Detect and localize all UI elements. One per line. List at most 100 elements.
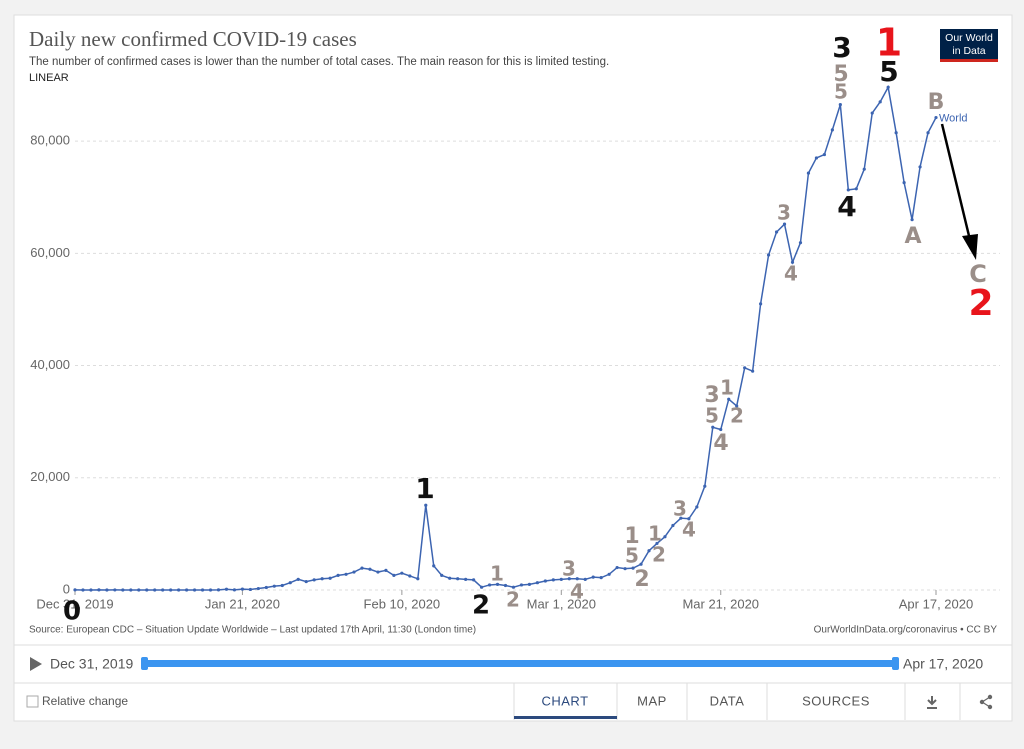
timeline-handle[interactable] xyxy=(892,657,899,670)
data-point xyxy=(774,230,779,234)
data-point xyxy=(440,573,444,578)
data-point xyxy=(830,128,834,132)
arrow-head xyxy=(962,234,978,260)
data-point xyxy=(567,577,571,581)
data-point xyxy=(448,576,452,580)
data-point xyxy=(240,587,245,591)
data-point xyxy=(790,260,795,264)
annotation: 2 xyxy=(634,567,649,592)
data-point xyxy=(464,577,468,581)
data-point xyxy=(432,564,436,568)
share-button[interactable] xyxy=(979,694,993,710)
annotation: 1 xyxy=(624,524,639,549)
data-point xyxy=(623,567,627,571)
annotation: 1 xyxy=(648,522,662,546)
data-point xyxy=(264,585,268,590)
active-tab-underline xyxy=(514,716,617,719)
annotation: 3 xyxy=(673,497,687,521)
data-point xyxy=(575,577,579,581)
data-point xyxy=(153,588,157,592)
scale-label[interactable]: LINEAR xyxy=(29,72,69,84)
data-point xyxy=(735,404,739,408)
data-point xyxy=(288,581,292,585)
download-button[interactable] xyxy=(927,696,937,709)
tab[interactable]: SOURCES xyxy=(802,693,870,708)
data-point xyxy=(535,581,539,585)
data-point xyxy=(328,576,332,580)
data-point xyxy=(647,549,651,553)
data-point xyxy=(551,578,555,582)
data-point xyxy=(814,156,819,160)
data-point xyxy=(177,588,181,592)
data-point xyxy=(376,570,380,574)
data-point xyxy=(591,575,595,579)
timeline-handle[interactable] xyxy=(141,657,148,670)
card xyxy=(13,14,1013,722)
data-point xyxy=(631,566,635,570)
play-button[interactable] xyxy=(30,657,42,671)
checkbox-label[interactable]: Relative change xyxy=(42,694,128,708)
data-point xyxy=(727,397,731,401)
data-point xyxy=(224,587,229,591)
data-point xyxy=(487,583,492,587)
data-point xyxy=(216,588,221,592)
data-point xyxy=(878,100,882,104)
data-point xyxy=(679,516,683,520)
series-label: World xyxy=(939,112,968,124)
x-tick-label: Jan 21, 2020 xyxy=(205,596,280,611)
data-point xyxy=(137,588,141,592)
annotation: 4 xyxy=(784,262,798,286)
data-point xyxy=(232,588,237,592)
data-point xyxy=(121,588,125,592)
y-tick-label: 60,000 xyxy=(30,245,70,260)
logo-text: Our World xyxy=(945,32,993,44)
tab[interactable]: CHART xyxy=(541,693,588,708)
data-point xyxy=(185,588,189,592)
data-point xyxy=(145,588,149,592)
data-point xyxy=(392,573,396,578)
plot: 0 20,000 40,000 60,000 80,000 Dec 31, 2019 Jan… xyxy=(30,21,1000,627)
data-point xyxy=(479,585,484,589)
annotation: B xyxy=(928,90,945,115)
data-point xyxy=(73,588,77,592)
data-point xyxy=(902,181,906,185)
y-tick-label: 40,000 xyxy=(30,357,70,372)
data-point xyxy=(336,573,340,578)
data-point xyxy=(926,131,930,135)
chart-subtitle: The number of confirmed cases is lower t… xyxy=(29,56,609,68)
data-point xyxy=(503,583,508,588)
data-point xyxy=(511,585,516,589)
annotation: 5 xyxy=(705,404,719,428)
data-point xyxy=(416,577,420,581)
annotation: 5 xyxy=(879,55,898,88)
chart-title: Daily new confirmed COVID-19 cases xyxy=(29,27,357,51)
data-point xyxy=(320,577,324,581)
data-point xyxy=(81,588,85,592)
arrow-shaft xyxy=(940,123,972,241)
data-point xyxy=(519,583,524,587)
data-point xyxy=(296,577,300,581)
data-point xyxy=(671,523,675,528)
data-point xyxy=(161,588,165,592)
timeline-bar[interactable] xyxy=(145,660,895,667)
checkbox[interactable] xyxy=(26,695,39,708)
y-tick-label: 20,000 xyxy=(30,469,70,484)
tab[interactable]: DATA xyxy=(710,693,745,708)
data-point xyxy=(256,586,260,591)
data-point xyxy=(798,241,803,245)
annotation: 4 xyxy=(837,190,856,223)
data-point xyxy=(129,588,133,592)
data-point xyxy=(703,484,707,488)
x-tick-label: Mar 1, 2020 xyxy=(527,596,596,611)
data-point xyxy=(527,582,532,586)
tab[interactable]: MAP xyxy=(637,693,667,708)
data-point xyxy=(208,588,213,592)
logo-underline xyxy=(940,59,998,62)
annotation: C xyxy=(969,260,987,288)
data-point xyxy=(192,588,197,592)
data-point xyxy=(495,582,500,586)
annotation: 3 xyxy=(562,557,576,581)
x-tick-label: Mar 21, 2020 xyxy=(682,596,759,611)
annotation: 5 xyxy=(833,62,848,87)
